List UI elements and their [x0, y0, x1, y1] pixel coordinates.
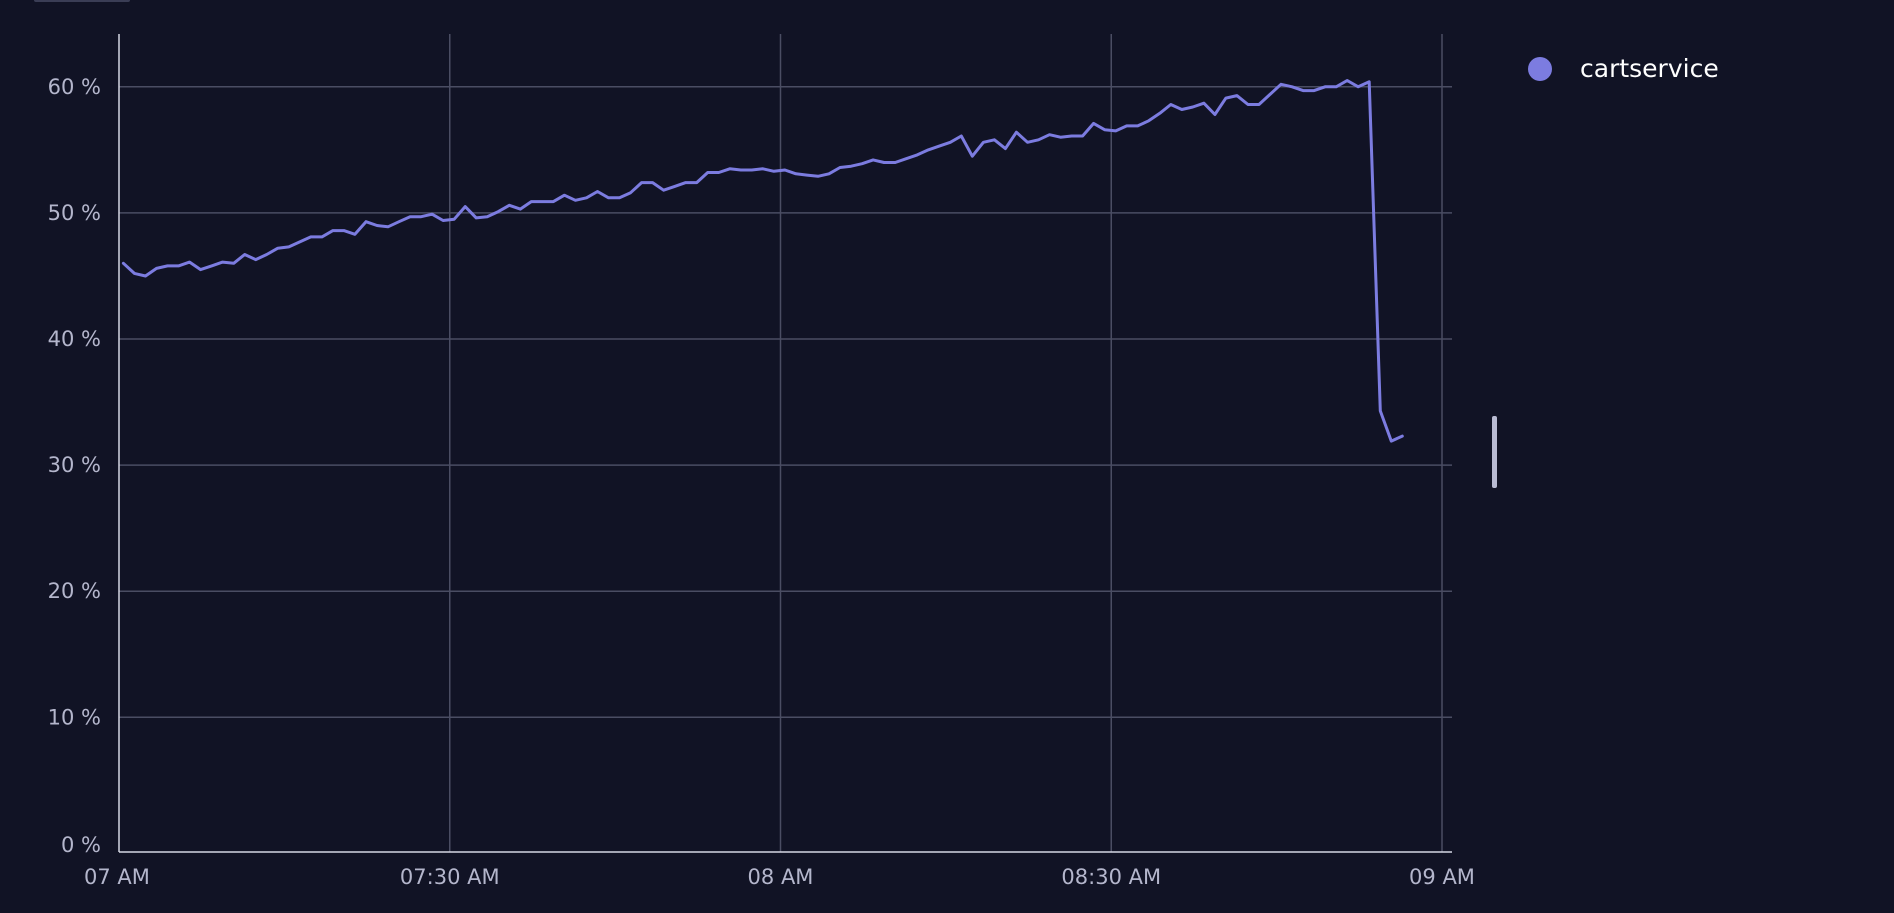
x-tick-label-2: 08 AM — [748, 865, 814, 889]
legend-label-cartservice[interactable]: cartservice — [1580, 54, 1719, 83]
series-line-cartservice — [121, 79, 1404, 443]
legend-swatch-cartservice — [1528, 56, 1552, 81]
y-tick-label-30: 30 % — [48, 453, 101, 477]
y-tick-label-60: 60 % — [48, 75, 101, 99]
axis-layer — [118, 34, 1452, 853]
y-tick-label-40: 40 % — [48, 327, 101, 351]
grid-layer — [119, 34, 1452, 852]
top-tab-stub — [34, 0, 130, 2]
x-tick-label-1: 07:30 AM — [400, 865, 500, 889]
tick-labels: 0 % 10 % 20 % 30 % 40 % 50 % 60 % 07 AM 07:30 AM… — [48, 75, 1475, 889]
y-tick-label-20: 20 % — [48, 579, 101, 603]
x-tick-label-4: 09 AM — [1409, 865, 1475, 889]
legend[interactable]: cartservice — [1528, 54, 1719, 83]
resize-handle[interactable] — [1492, 416, 1497, 488]
x-tick-label-3: 08:30 AM — [1061, 865, 1161, 889]
y-tick-label-50: 50 % — [48, 201, 101, 225]
y-tick-label-10: 10 % — [48, 705, 101, 729]
y-tick-label-0: 0 % — [61, 833, 101, 857]
x-tick-label-0: 07 AM — [84, 865, 150, 889]
series-layer — [121, 79, 1404, 443]
